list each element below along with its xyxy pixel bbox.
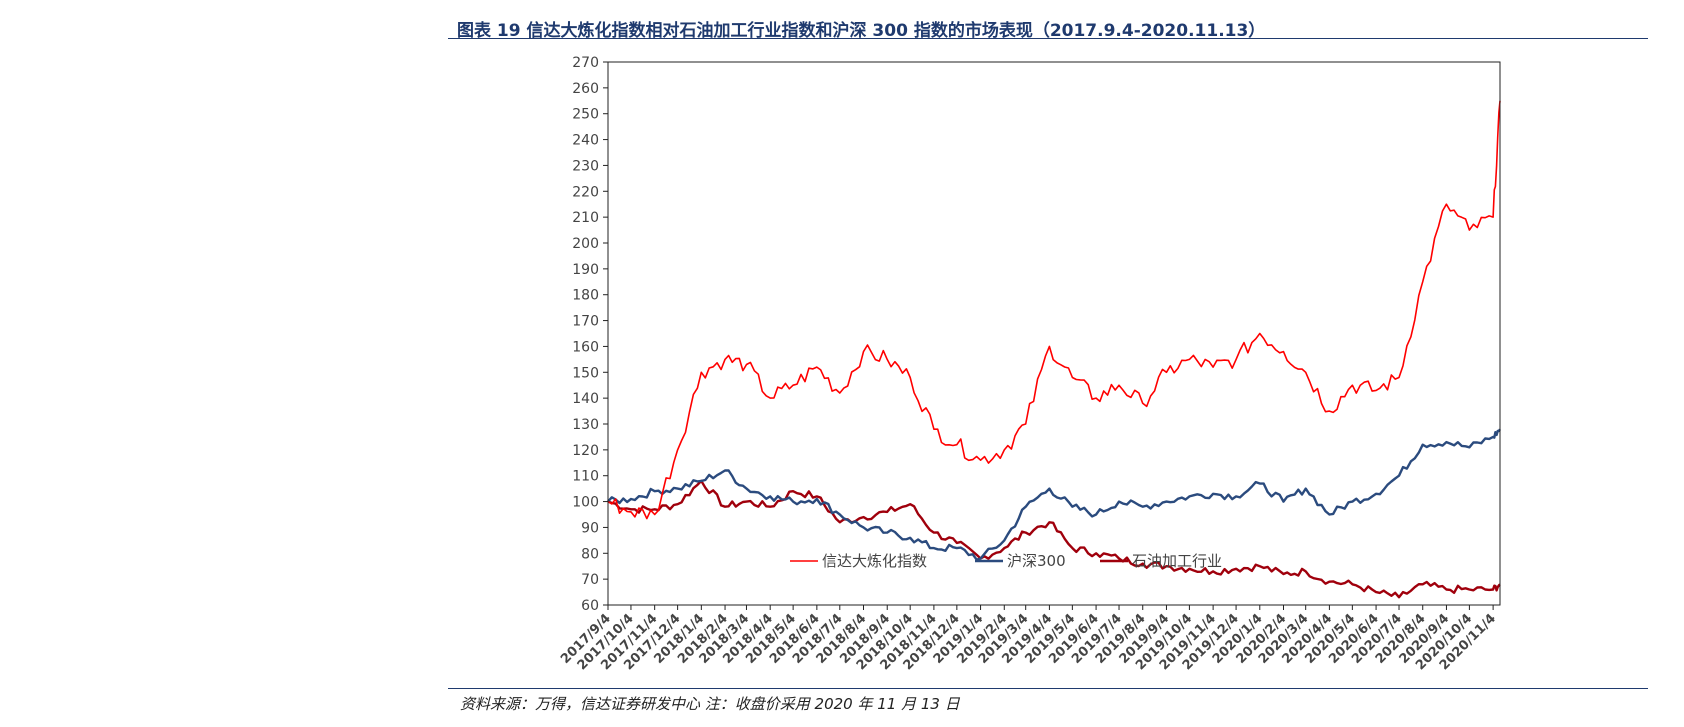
legend-label-1: 信达大炼化指数	[822, 552, 927, 570]
series-line-3	[607, 479, 1501, 599]
y-tick-label: 240	[572, 133, 599, 149]
y-tick-label: 250	[572, 107, 599, 123]
series-layer	[607, 100, 1502, 599]
x-axis: 2017/9/42017/10/42017/11/42017/12/42018/…	[558, 605, 1499, 673]
y-tick-label: 60	[581, 598, 599, 614]
y-tick-label: 110	[572, 469, 599, 485]
series-line-2	[607, 428, 1502, 561]
y-tick-label: 260	[572, 81, 599, 97]
y-tick-label: 90	[581, 520, 599, 536]
series-line-1	[607, 100, 1501, 520]
y-tick-label: 160	[572, 339, 599, 355]
y-tick-label: 180	[572, 288, 599, 304]
y-tick-label: 130	[572, 417, 599, 433]
y-tick-label: 80	[581, 546, 599, 562]
legend: 信达大炼化指数 沪深300 石油加工行业	[790, 552, 1222, 570]
figure-title: 图表 19 信达大炼化指数相对石油加工行业指数和沪深 300 指数的市场表现（2…	[457, 21, 1266, 41]
y-tick-label: 220	[572, 184, 599, 200]
y-tick-label: 210	[572, 210, 599, 226]
footer-rule	[448, 688, 1648, 689]
y-tick-label: 270	[572, 55, 599, 71]
legend-label-2: 沪深300	[1007, 552, 1066, 570]
y-tick-label: 140	[572, 391, 599, 407]
y-tick-label: 150	[572, 365, 599, 381]
plot-frame	[607, 61, 1501, 606]
y-axis: 60 70 80 90 100 110 120 130 140 150 160 170 180 190 20…	[572, 55, 608, 614]
y-tick-label: 230	[572, 158, 599, 174]
y-tick-label: 200	[572, 236, 599, 252]
y-tick-label: 100	[572, 495, 599, 511]
title-rule	[448, 38, 1648, 39]
y-tick-label: 170	[572, 314, 599, 330]
y-tick-label: 70	[581, 572, 599, 588]
y-tick-label: 190	[572, 262, 599, 278]
legend-label-3: 石油加工行业	[1132, 552, 1222, 570]
source-note: 资料来源：万得，信达证券研发中心 注：收盘价采用 2020 年 11 月 13 …	[460, 695, 960, 713]
y-tick-label: 120	[572, 443, 599, 459]
